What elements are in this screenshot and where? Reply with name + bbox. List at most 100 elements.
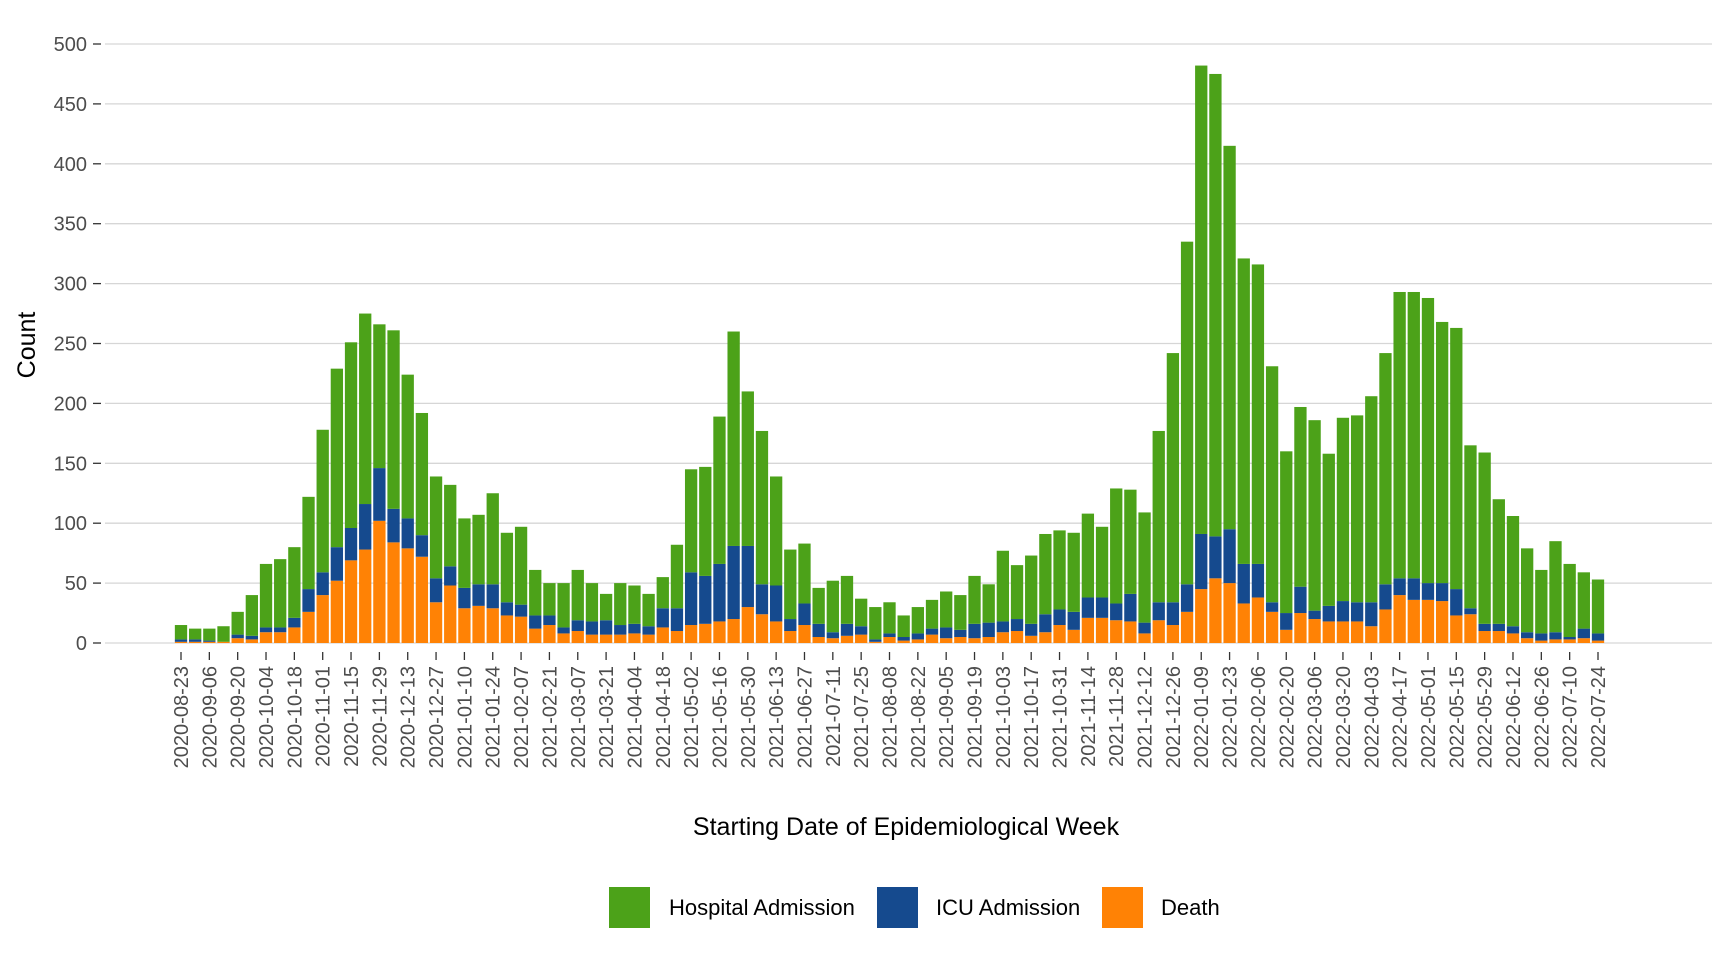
bar-death	[1492, 631, 1505, 643]
bar-death	[316, 595, 329, 643]
bar-death	[1039, 632, 1052, 643]
bar-death	[245, 639, 258, 643]
x-axis-title: Starting Date of Epidemiological Week	[693, 813, 1120, 841]
x-tick-label: 2022-02-20	[1276, 666, 1298, 768]
bar-icu-admission	[699, 575, 712, 624]
x-tick-label: 2021-10-31	[1050, 666, 1072, 768]
bar-icu-admission	[897, 637, 910, 641]
bar-hospital-admission	[869, 607, 882, 640]
bar-hospital-admission	[1081, 513, 1095, 598]
bar-icu-admission	[1393, 578, 1406, 596]
bar-hospital-admission	[727, 331, 740, 546]
bar-hospital-admission	[543, 583, 556, 616]
x-tick-label: 2020-09-20	[228, 666, 250, 768]
bar-icu-admission	[784, 619, 797, 632]
bar-hospital-admission	[1010, 565, 1024, 620]
x-tick-label: 2021-09-05	[936, 666, 958, 768]
bar-icu-admission	[1138, 622, 1151, 634]
bar-icu-admission	[826, 632, 839, 639]
bar-hospital-admission	[1110, 488, 1123, 604]
bar-icu-admission	[1039, 614, 1052, 633]
bar-hospital-admission	[1535, 569, 1548, 634]
bar-icu-admission	[274, 627, 287, 633]
bar-hospital-admission	[415, 412, 429, 536]
bar-icu-admission	[855, 626, 868, 635]
bar-icu-admission	[1450, 589, 1463, 616]
bars	[174, 65, 1605, 643]
bar-icu-admission	[812, 623, 825, 638]
x-tick-label: 2021-01-24	[483, 666, 505, 768]
bar-death	[500, 615, 514, 643]
bar-icu-admission	[798, 603, 811, 626]
bar-icu-admission	[911, 633, 924, 640]
bar-hospital-admission	[897, 615, 910, 638]
bar-hospital-admission	[1336, 417, 1350, 602]
bar-icu-admission	[486, 584, 499, 609]
bar-death	[798, 625, 811, 643]
bar-death	[1294, 613, 1307, 643]
bar-death	[344, 560, 358, 643]
bar-icu-admission	[1195, 533, 1208, 590]
bar-icu-admission	[288, 617, 301, 628]
bar-hospital-admission	[344, 342, 358, 528]
x-tick-label: 2020-09-06	[199, 666, 221, 768]
bar-death	[628, 633, 641, 643]
bar-death	[1166, 625, 1180, 643]
x-tick-label: 2022-01-23	[1220, 666, 1242, 768]
bar-death	[1506, 633, 1520, 643]
bar-death	[1450, 615, 1463, 643]
y-tick-label: 300	[54, 274, 87, 296]
bar-hospital-admission	[1209, 73, 1222, 537]
bar-hospital-admission	[203, 628, 216, 641]
bar-death	[996, 632, 1010, 643]
x-tick-label: 2021-06-13	[766, 666, 788, 768]
bar-death	[1365, 626, 1378, 643]
bar-icu-admission	[1591, 633, 1605, 641]
bar-icu-admission	[982, 622, 995, 638]
bar-hospital-admission	[486, 493, 499, 585]
bar-hospital-admission	[1280, 451, 1293, 614]
bar-icu-admission	[883, 633, 896, 638]
x-tick-label: 2021-01-10	[454, 666, 476, 768]
bar-hospital-admission	[1393, 291, 1406, 579]
bar-death	[670, 631, 684, 643]
bar-death	[288, 627, 301, 643]
bar-hospital-admission	[1421, 297, 1435, 584]
bar-hospital-admission	[1195, 65, 1208, 534]
x-axis-ticks: 2020-08-23 2020-09-06 2020-09-20 2020-10-04…	[171, 652, 1610, 768]
bar-icu-admission	[1166, 602, 1180, 626]
bar-hospital-admission	[514, 526, 528, 605]
bar-hospital-admission	[614, 583, 627, 626]
bar-death	[869, 641, 882, 643]
bar-icu-admission	[599, 620, 613, 635]
bar-death	[429, 602, 443, 643]
bar-death	[1265, 611, 1279, 643]
bar-icu-admission	[415, 535, 429, 557]
x-tick-label: 2022-04-17	[1390, 666, 1412, 768]
x-tick-label: 2021-11-28	[1106, 666, 1128, 767]
bar-death	[1379, 609, 1392, 643]
y-tick-label: 400	[54, 154, 87, 176]
bar-hospital-admission	[373, 324, 386, 469]
bar-hospital-admission	[1549, 541, 1562, 633]
bar-icu-admission	[1464, 608, 1477, 615]
bar-death	[769, 621, 783, 643]
bar-icu-admission	[1577, 628, 1590, 639]
bar-death	[784, 631, 797, 643]
bar-death	[1549, 639, 1562, 643]
x-tick-label: 2021-11-14	[1078, 666, 1100, 767]
bar-hospital-admission	[458, 518, 471, 588]
bar-icu-admission	[684, 572, 698, 626]
bar-death	[1521, 638, 1534, 643]
bar-icu-admission	[741, 545, 754, 608]
bar-icu-admission	[1180, 584, 1194, 612]
bar-death	[925, 634, 939, 643]
bar-hospital-admission	[1478, 452, 1491, 624]
bar-death	[1421, 599, 1435, 643]
bar-death	[231, 638, 244, 643]
bar-icu-admission	[189, 639, 202, 642]
bar-icu-admission	[1379, 584, 1392, 610]
x-tick-label: 2020-11-29	[369, 666, 391, 767]
bar-death	[642, 634, 655, 643]
bar-icu-admission	[1251, 563, 1265, 598]
